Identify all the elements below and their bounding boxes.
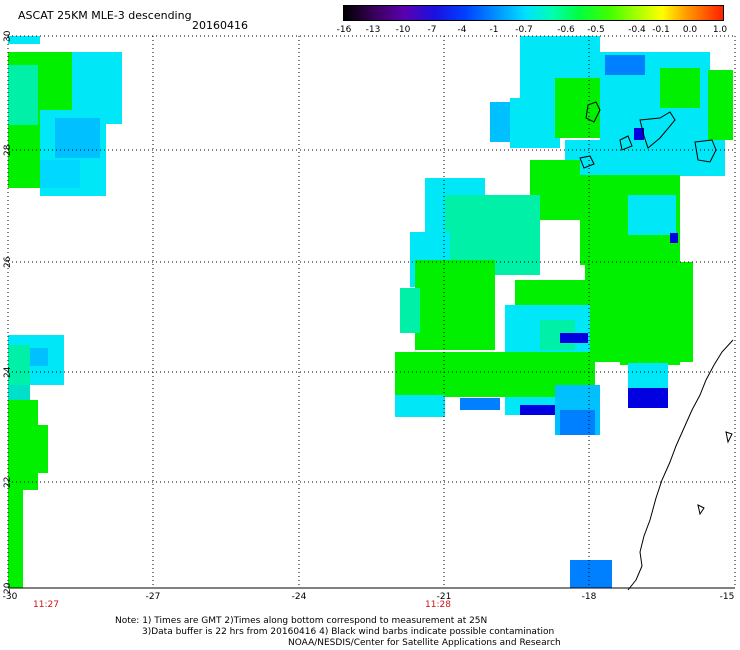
map-date: 20160416: [192, 19, 248, 32]
colorbar-label: -7: [427, 25, 437, 35]
colorbar-label: -4: [457, 25, 467, 35]
map-title: ASCAT 25KM MLE-3 descending: [18, 9, 192, 22]
lon-label: -21: [436, 592, 452, 602]
time-label: 11:28: [425, 600, 451, 610]
lon-label: -15: [719, 592, 735, 602]
colorbar-label: 1.0: [712, 25, 728, 35]
colorbar-label: -16: [336, 25, 352, 35]
colorbar-label: -13: [365, 25, 381, 35]
colorbar-label: -10: [395, 25, 411, 35]
lon-label: -18: [581, 592, 597, 602]
lon-label: -27: [145, 592, 161, 602]
lon-label: -30: [2, 592, 18, 602]
time-label: 11:27: [33, 600, 59, 610]
lon-label: -24: [291, 592, 307, 602]
colorbar-label: 0.0: [682, 25, 698, 35]
colorbar-label: -0.5: [587, 25, 605, 35]
colorbar-label: -0.1: [652, 25, 670, 35]
swath-east: [395, 36, 733, 588]
footer-credit: NOAA/NESDIS/Center for Satellite Applica…: [288, 638, 561, 648]
coastline: [579, 101, 734, 591]
lat-label: 24: [3, 366, 13, 378]
lat-label: 28: [3, 144, 13, 156]
colorbar-label: -0.7: [515, 25, 533, 35]
swath-west-lower: [8, 335, 64, 588]
colorbar-label: -0.4: [628, 25, 646, 35]
colorbar-label: -0.6: [557, 25, 575, 35]
lat-label: 26: [3, 256, 13, 268]
colorbar: [343, 5, 724, 21]
graticule: [7, 35, 736, 588]
footer-note-1: Note: 1) Times are GMT 2)Times along bot…: [115, 616, 488, 626]
lat-label: 22: [3, 476, 13, 488]
lat-label: 30: [3, 30, 13, 42]
swath-west-upper: [8, 36, 122, 196]
footer-note-2: 3)Data buffer is 22 hrs from 20160416 4)…: [142, 627, 555, 637]
colorbar-label: -1: [489, 25, 499, 35]
